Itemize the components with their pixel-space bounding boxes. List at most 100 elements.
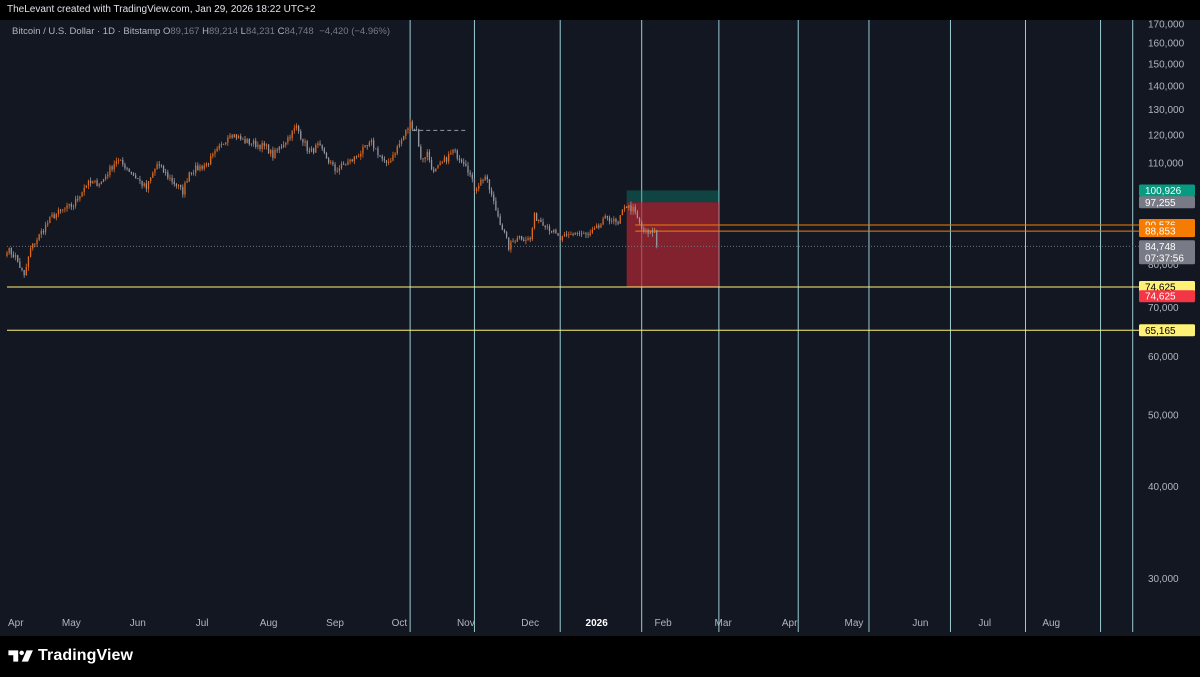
- candle-body: [184, 182, 186, 195]
- candle-body: [649, 230, 651, 234]
- candle-body: [403, 136, 405, 141]
- candle-body: [154, 168, 156, 173]
- candle-body: [617, 222, 619, 224]
- candle-body: [338, 168, 340, 171]
- candle-body: [525, 240, 527, 241]
- candle-body: [439, 162, 441, 166]
- y-tick-label: 40,000: [1148, 482, 1179, 493]
- x-tick-label: Oct: [392, 618, 408, 629]
- candle-body: [66, 205, 68, 209]
- candle-body: [484, 176, 486, 181]
- candle-body: [147, 181, 150, 189]
- candle-body: [287, 137, 289, 143]
- open-value: 89,167: [170, 26, 200, 37]
- candle-body: [214, 150, 216, 154]
- candle-body: [623, 206, 626, 210]
- candle-body: [14, 255, 17, 257]
- candle-body: [128, 168, 130, 172]
- tradingview-brand: TradingView: [38, 647, 134, 664]
- candle-body: [490, 189, 493, 195]
- candle-body: [261, 143, 263, 149]
- x-tick-label: Jul: [978, 618, 991, 629]
- candle-body: [458, 158, 461, 160]
- candle-body: [407, 128, 409, 130]
- candle-body: [315, 144, 317, 153]
- candle-body: [553, 229, 555, 233]
- candle-body: [373, 140, 375, 149]
- candle-body: [143, 183, 145, 186]
- y-tick-label: 120,000: [1148, 131, 1185, 142]
- y-tick-label: 110,000: [1148, 158, 1184, 169]
- candle-body: [188, 172, 190, 182]
- candle-body: [441, 161, 443, 163]
- candle-body: [546, 226, 548, 228]
- candle-body: [576, 233, 579, 234]
- candle-body: [162, 166, 165, 173]
- candle-body: [252, 140, 255, 144]
- x-tick-label: Mar: [715, 618, 733, 629]
- candle-body: [349, 159, 351, 162]
- candle-body: [454, 149, 456, 151]
- x-tick-label: Sep: [326, 618, 344, 629]
- candle-body: [488, 179, 491, 190]
- candle-body: [375, 148, 377, 150]
- y-tick-label: 140,000: [1148, 81, 1185, 92]
- candle-body: [130, 171, 133, 174]
- candle-body: [222, 144, 225, 145]
- candle-body: [293, 128, 295, 131]
- price-axis-label: 97,255: [1145, 198, 1176, 209]
- x-tick-label: Dec: [521, 618, 539, 629]
- candle-body: [478, 185, 480, 189]
- candle-body: [647, 229, 649, 234]
- candle-body: [656, 230, 658, 247]
- candle-body: [385, 160, 388, 163]
- price-axis-label: 100,926: [1145, 186, 1182, 197]
- candle-body: [42, 231, 45, 233]
- attribution-text: TheLevant created with TradingView.com, …: [7, 4, 316, 15]
- candle-body: [653, 228, 656, 233]
- candle-body: [8, 248, 10, 253]
- candle-body: [77, 198, 79, 200]
- tradingview-logo[interactable]: TradingView: [8, 646, 133, 666]
- low-key: L: [240, 26, 246, 37]
- candle-body: [225, 142, 227, 145]
- candle-body: [229, 135, 231, 138]
- candle-body: [44, 224, 47, 233]
- candle-body: [381, 155, 383, 159]
- x-tick-label: Nov: [457, 618, 475, 629]
- candle-body: [555, 229, 557, 234]
- price-axis-label-bg: [1139, 324, 1195, 337]
- candle-body: [600, 224, 602, 228]
- candle-body: [89, 180, 92, 184]
- candle-body: [493, 194, 495, 201]
- symbol-legend: Bitcoin / U.S. Dollar · 1D · Bitstamp O8…: [12, 26, 390, 37]
- low-value: 84,231: [245, 26, 276, 37]
- candle-body: [300, 131, 302, 139]
- candle-body: [467, 165, 469, 173]
- candle-body: [638, 218, 641, 223]
- candle-body: [32, 243, 34, 249]
- candle-body: [317, 143, 319, 145]
- candle-body: [463, 162, 465, 164]
- candle-body: [312, 148, 315, 153]
- y-tick-label: 50,000: [1148, 410, 1179, 421]
- candle-body: [85, 185, 87, 188]
- candle-body: [203, 165, 205, 169]
- y-tick-label: 160,000: [1148, 39, 1185, 50]
- x-tick-label: Apr: [782, 618, 798, 629]
- candle-body: [353, 156, 356, 162]
- candle-body: [392, 155, 394, 161]
- price-chart[interactable]: 30,000 40,000 50,000 60,000 70,000 80,000 110,…: [0, 20, 1200, 636]
- candle-body: [486, 176, 488, 180]
- candle-body: [396, 146, 398, 154]
- x-tick-label: Aug: [1042, 618, 1060, 629]
- candle-body: [19, 261, 21, 268]
- candle-body: [636, 212, 639, 219]
- candle-body: [550, 230, 553, 233]
- candle-body: [362, 147, 364, 154]
- candle-body: [540, 219, 542, 223]
- candle-body: [613, 219, 615, 222]
- candle-body: [244, 139, 246, 143]
- footer-bar: TradingView: [0, 636, 1200, 677]
- candle-body: [398, 143, 401, 147]
